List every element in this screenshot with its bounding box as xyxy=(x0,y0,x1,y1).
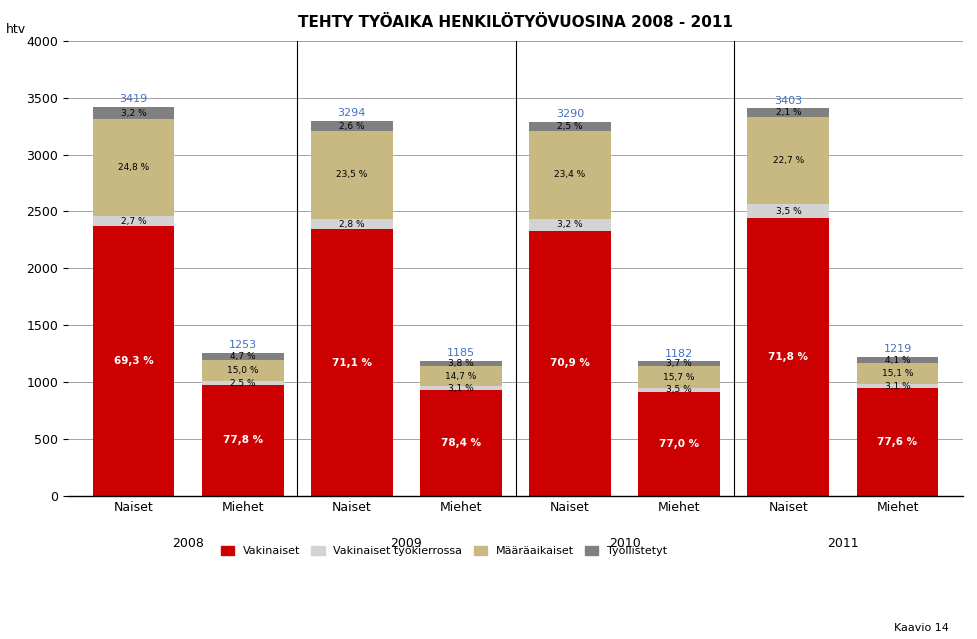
Text: 3,2 %: 3,2 % xyxy=(557,220,582,229)
Bar xyxy=(419,361,501,366)
Bar xyxy=(419,366,501,386)
Bar xyxy=(201,360,283,381)
Text: htv: htv xyxy=(6,24,25,36)
Text: 2,5 %: 2,5 % xyxy=(230,379,255,388)
Text: 14,7 %: 14,7 % xyxy=(445,371,476,381)
Text: 3,1 %: 3,1 % xyxy=(884,381,910,390)
Bar xyxy=(529,219,611,231)
Text: 71,8 %: 71,8 % xyxy=(768,352,808,362)
Text: 2,8 %: 2,8 % xyxy=(339,220,364,229)
Text: 23,4 %: 23,4 % xyxy=(554,170,585,180)
Bar xyxy=(93,119,174,216)
Text: 70,9 %: 70,9 % xyxy=(550,358,589,368)
Bar xyxy=(638,367,719,388)
Text: 77,0 %: 77,0 % xyxy=(658,439,699,449)
Text: 3,5 %: 3,5 % xyxy=(665,385,692,394)
Bar xyxy=(93,216,174,226)
Text: 2011: 2011 xyxy=(827,537,858,550)
Text: 4,7 %: 4,7 % xyxy=(230,352,255,361)
Bar xyxy=(856,389,938,496)
Bar xyxy=(201,385,283,496)
Text: 4,1 %: 4,1 % xyxy=(884,356,910,365)
Bar xyxy=(746,116,828,204)
Bar xyxy=(93,107,174,119)
Bar xyxy=(529,131,611,219)
Text: 2010: 2010 xyxy=(608,537,640,550)
Text: 2,7 %: 2,7 % xyxy=(120,217,147,226)
Bar xyxy=(311,121,393,131)
Bar xyxy=(201,381,283,385)
Bar xyxy=(856,384,938,389)
Bar xyxy=(856,363,938,384)
Text: 15,1 %: 15,1 % xyxy=(881,369,913,378)
Text: 3403: 3403 xyxy=(774,96,801,106)
Bar xyxy=(529,121,611,131)
Bar xyxy=(856,357,938,363)
Bar xyxy=(746,204,828,218)
Text: 1219: 1219 xyxy=(882,344,911,354)
Bar xyxy=(529,231,611,496)
Text: 77,6 %: 77,6 % xyxy=(876,437,916,447)
Bar xyxy=(746,109,828,116)
Text: 3419: 3419 xyxy=(119,94,148,104)
Text: 23,5 %: 23,5 % xyxy=(336,171,367,180)
Bar xyxy=(638,392,719,496)
Text: 1253: 1253 xyxy=(229,341,257,350)
Text: 2,5 %: 2,5 % xyxy=(557,122,582,131)
Bar xyxy=(311,219,393,229)
Text: 1182: 1182 xyxy=(664,348,693,358)
Text: 3,1 %: 3,1 % xyxy=(447,383,473,392)
Text: 2008: 2008 xyxy=(172,537,204,550)
Text: 2,1 %: 2,1 % xyxy=(775,108,800,117)
Text: 3,5 %: 3,5 % xyxy=(775,206,800,215)
Text: 1185: 1185 xyxy=(446,348,475,358)
Bar xyxy=(419,390,501,496)
Text: 3,8 %: 3,8 % xyxy=(447,359,473,368)
Legend: Vakinaiset, Vakinaiset työkierrossa, Määräaikaiset, Työllistetyt: Vakinaiset, Vakinaiset työkierrossa, Mää… xyxy=(216,541,671,561)
Text: 24,8 %: 24,8 % xyxy=(118,163,149,172)
Bar xyxy=(311,131,393,219)
Bar xyxy=(638,362,719,367)
Text: 2009: 2009 xyxy=(390,537,422,550)
Text: 71,1 %: 71,1 % xyxy=(331,358,371,367)
Text: 3,2 %: 3,2 % xyxy=(120,109,147,118)
Text: Kaavio 14: Kaavio 14 xyxy=(893,622,948,633)
Text: 69,3 %: 69,3 % xyxy=(113,356,153,366)
Text: 3290: 3290 xyxy=(555,109,583,119)
Bar xyxy=(93,226,174,496)
Text: 3294: 3294 xyxy=(337,109,365,118)
Text: 2,6 %: 2,6 % xyxy=(339,121,364,130)
Bar xyxy=(419,386,501,390)
Bar xyxy=(311,229,393,496)
Text: 78,4 %: 78,4 % xyxy=(441,438,481,448)
Text: 77,8 %: 77,8 % xyxy=(223,435,263,445)
Bar xyxy=(638,388,719,392)
Text: 15,7 %: 15,7 % xyxy=(662,373,695,381)
Text: 3,7 %: 3,7 % xyxy=(665,360,692,369)
Title: TEHTY TYÖAIKA HENKILÖTYÖVUOSINA 2008 - 2011: TEHTY TYÖAIKA HENKILÖTYÖVUOSINA 2008 - 2… xyxy=(298,15,732,30)
Bar xyxy=(746,218,828,496)
Text: 22,7 %: 22,7 % xyxy=(772,156,803,165)
Text: 15,0 %: 15,0 % xyxy=(227,366,258,375)
Bar xyxy=(201,353,283,360)
